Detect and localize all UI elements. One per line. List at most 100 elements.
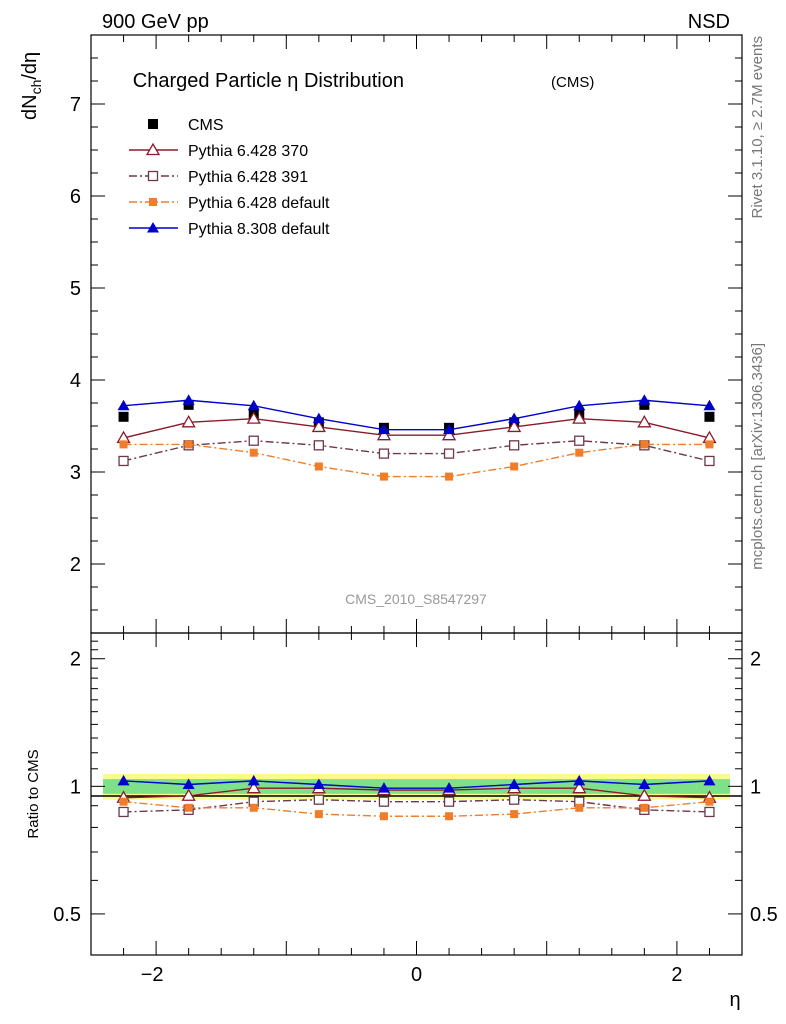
data-point	[705, 440, 714, 449]
y-tick-label: 6	[70, 186, 81, 208]
ratio-point	[119, 797, 128, 806]
ratio-line	[123, 780, 710, 789]
data-point	[118, 455, 129, 467]
legend-label: Pythia 6.428 391	[188, 169, 308, 186]
ratio-point	[312, 778, 325, 789]
ratio-series-group	[119, 797, 714, 821]
data-point	[704, 455, 715, 467]
legend-label: Pythia 8.308 default	[188, 221, 330, 238]
main-panel: 2 3 4 5 6 7 Charged Particle η Distribution (…	[19, 34, 743, 634]
data-point	[637, 415, 652, 428]
legend: CMS Pythia 6.428 370 Pythia 6.428 391 Pythi…	[129, 117, 330, 238]
rivet-label: Rivet 3.1.10, ≥ 2.7M events	[749, 36, 766, 219]
ratio-point	[443, 782, 456, 793]
x-axis-label: η	[729, 989, 740, 1011]
process-label: NSD	[688, 11, 730, 33]
ratio-point	[705, 797, 714, 806]
ratio-tick-label-right: 0.5	[750, 904, 778, 926]
ratio-tick-label-right: 1	[750, 776, 761, 798]
legend-marker	[149, 198, 157, 206]
data-point	[248, 435, 259, 446]
ratio-point	[445, 812, 454, 821]
data-point	[247, 399, 260, 411]
ratio-series	[116, 774, 717, 821]
data-point	[312, 412, 325, 424]
data-point	[441, 427, 457, 441]
data-point	[703, 399, 716, 411]
ratio-point	[314, 810, 323, 819]
y-tick-label: 5	[70, 278, 81, 300]
data-point	[313, 440, 325, 451]
ratio-line	[123, 787, 710, 799]
series-line	[123, 417, 710, 439]
legend-marker	[145, 142, 161, 156]
ratio-point	[182, 778, 195, 789]
ratio-point	[704, 806, 715, 818]
y-axis-label: dNch/dη	[19, 52, 44, 120]
ratio-point	[247, 774, 260, 786]
main-series	[116, 394, 717, 481]
ratio-point	[510, 810, 519, 819]
ratio-y-label: Ratio to CMS	[25, 749, 42, 838]
main-series-group	[117, 394, 716, 435]
y-tick-label: 2	[70, 554, 81, 576]
ratio-y-ticks: 0.5 0.5 1 1 2 2	[53, 640, 778, 956]
ratio-point	[378, 796, 390, 807]
chart-title: Charged Particle η Distribution	[133, 70, 404, 92]
legend-marker	[148, 119, 158, 129]
x-tick-label: 2	[671, 964, 682, 986]
data-point	[378, 448, 390, 459]
data-point	[572, 411, 587, 424]
data-point	[508, 440, 520, 451]
main-series-group	[119, 440, 714, 481]
ratio-line	[123, 800, 710, 817]
data-point	[184, 440, 193, 449]
ratio-point	[246, 780, 261, 794]
legend-label: Pythia 6.428 default	[188, 195, 330, 212]
data-point	[507, 419, 522, 433]
legend-label: CMS	[188, 117, 224, 134]
x-tick-label: −2	[141, 964, 164, 986]
data-point	[573, 399, 586, 411]
ratio-point	[313, 794, 325, 805]
ratio-point	[508, 794, 520, 805]
main-y-ticks: 2 3 4 5 6 7	[70, 57, 742, 611]
series-line	[123, 443, 710, 478]
main-series-group	[118, 399, 715, 433]
ratio-point	[640, 803, 649, 812]
main-series-group	[116, 411, 717, 444]
ratio-point	[703, 774, 716, 786]
ratio-point	[181, 788, 196, 801]
ratio-point	[249, 803, 258, 812]
data-point	[639, 399, 650, 410]
data-point	[183, 399, 194, 410]
data-point	[575, 448, 584, 457]
y-tick-label: 7	[70, 94, 81, 116]
ratio-panel: 0.5 0.5 1 1 2 2 −2 0 2 Ratio to CMS η	[25, 35, 778, 1011]
data-point	[640, 440, 649, 449]
ratio-tick-label: 2	[70, 649, 81, 671]
data-point	[182, 394, 195, 405]
ratio-point	[184, 803, 193, 812]
data-point	[246, 411, 261, 424]
ratio-point	[379, 812, 388, 821]
data-point	[379, 472, 388, 481]
main-series-group	[118, 435, 715, 467]
data-point	[638, 394, 651, 405]
ratio-point	[118, 806, 129, 818]
y-tick-label: 3	[70, 462, 81, 484]
ratio-point	[508, 778, 521, 789]
ratio-tick-label: 0.5	[53, 904, 81, 926]
ratio-point	[117, 774, 130, 786]
ratio-line	[123, 798, 710, 813]
ratio-series-group	[117, 774, 716, 793]
legend-marker	[147, 170, 159, 182]
ratio-point	[377, 782, 390, 793]
data-point	[249, 448, 258, 457]
series-line	[123, 399, 710, 431]
data-point	[311, 419, 326, 433]
data-point	[574, 435, 585, 446]
legend-label: Pythia 6.428 370	[188, 143, 308, 160]
data-point	[119, 440, 128, 449]
data-point	[118, 411, 129, 422]
